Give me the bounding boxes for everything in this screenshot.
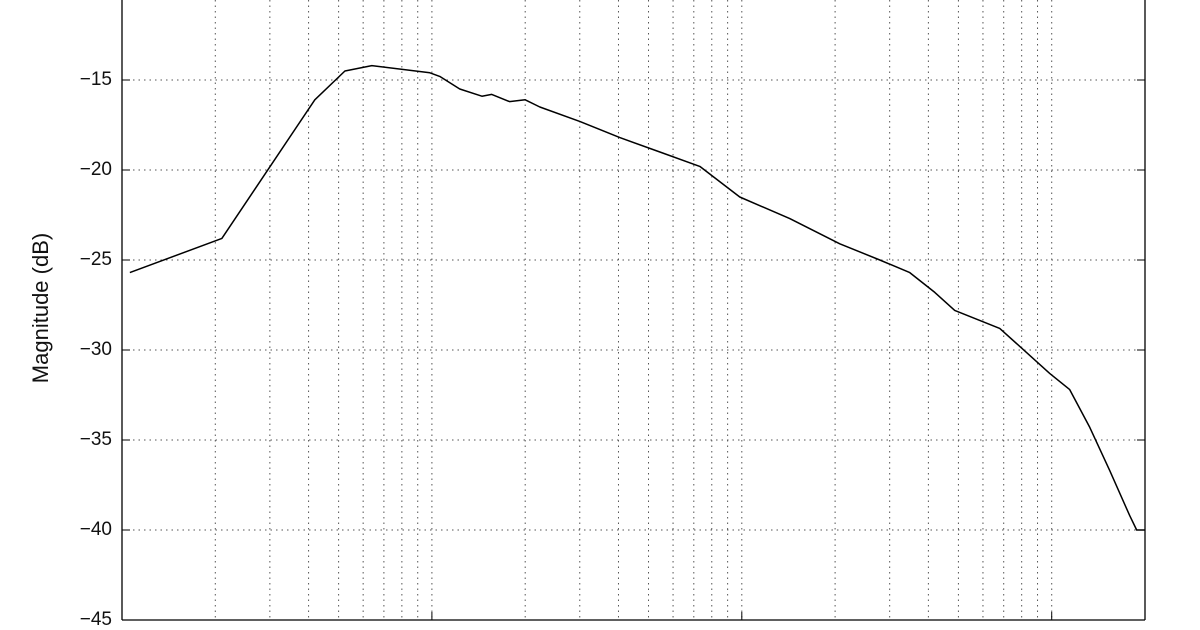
y-tick-label: −25 [80,249,112,270]
y-tick-label: −30 [80,339,112,360]
y-tick-label: −35 [80,429,112,450]
y-tick-label: −40 [80,519,112,540]
y-tick-label: −45 [80,609,112,630]
line [129,64,1145,531]
y-tick-label: −20 [80,159,112,180]
y-tick-label: −15 [80,69,112,90]
y-axis-label: Magnitude (dB) [28,233,53,383]
